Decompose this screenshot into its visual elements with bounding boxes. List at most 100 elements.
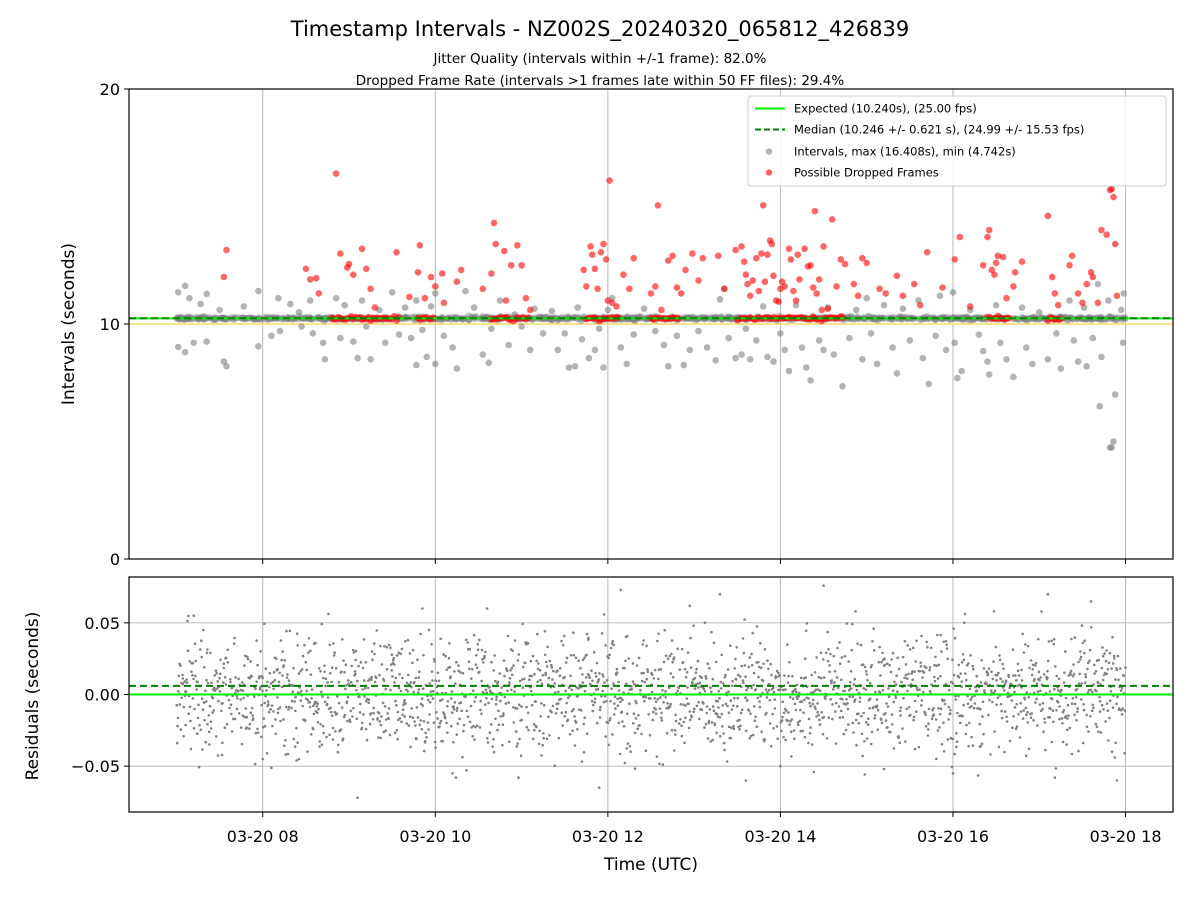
residual-point bbox=[348, 718, 352, 721]
residual-point bbox=[568, 733, 572, 736]
residual-point bbox=[1057, 677, 1061, 681]
residual-point bbox=[314, 641, 317, 645]
residual-point bbox=[1052, 720, 1055, 724]
residual-point bbox=[657, 677, 660, 681]
residual-point bbox=[618, 752, 622, 756]
residual-point bbox=[906, 644, 909, 647]
residual-point bbox=[439, 637, 442, 641]
residual-point bbox=[316, 711, 319, 715]
residual-point bbox=[863, 665, 867, 669]
residual-point bbox=[435, 711, 438, 714]
residual-point bbox=[768, 722, 772, 725]
residual-point bbox=[1086, 661, 1090, 665]
residual-point bbox=[997, 671, 1000, 675]
residual-point bbox=[619, 700, 622, 704]
residual-point bbox=[726, 704, 729, 708]
dropped-frame-point bbox=[740, 258, 748, 266]
residual-point bbox=[478, 726, 482, 729]
residual-point bbox=[674, 733, 677, 736]
residual-point bbox=[408, 652, 412, 655]
residual-point bbox=[1077, 660, 1080, 664]
residual-point bbox=[214, 669, 218, 672]
residual-point bbox=[272, 710, 275, 713]
residual-point bbox=[517, 703, 521, 707]
residual-point bbox=[706, 737, 710, 740]
interval-point bbox=[341, 301, 349, 309]
residual-point bbox=[940, 743, 944, 746]
dropped-frame-point bbox=[755, 287, 763, 295]
residual-point bbox=[935, 664, 938, 667]
interval-point bbox=[954, 374, 961, 382]
residual-point bbox=[465, 638, 468, 642]
residual-point bbox=[660, 716, 663, 720]
residual-point bbox=[475, 654, 478, 657]
dropped-frame-point bbox=[613, 303, 620, 310]
residual-point bbox=[429, 690, 433, 693]
residual-point bbox=[1053, 776, 1057, 779]
residual-point bbox=[665, 707, 668, 710]
residual-point bbox=[894, 696, 898, 699]
residual-point bbox=[799, 708, 802, 712]
residual-point bbox=[574, 656, 578, 660]
residual-point bbox=[715, 731, 718, 735]
residual-point bbox=[660, 711, 663, 715]
intervals-y-tick-label: 10 bbox=[100, 315, 120, 334]
residual-point bbox=[841, 698, 844, 701]
chart-subtitle-dropped: Dropped Frame Rate (intervals >1 frames … bbox=[356, 73, 845, 89]
residual-point bbox=[949, 712, 952, 715]
residual-point bbox=[707, 719, 711, 723]
residual-point bbox=[876, 708, 880, 712]
interval-point bbox=[255, 343, 262, 350]
residual-point bbox=[583, 716, 586, 719]
residual-point bbox=[502, 659, 506, 662]
residual-point bbox=[612, 643, 615, 647]
residual-point bbox=[697, 686, 700, 689]
residual-point bbox=[373, 680, 377, 684]
residual-point bbox=[548, 659, 552, 663]
residual-point bbox=[260, 735, 263, 739]
residual-point bbox=[572, 707, 575, 711]
dropped-frame-point bbox=[440, 299, 448, 307]
residual-point bbox=[624, 682, 628, 686]
residual-point bbox=[993, 730, 996, 733]
interval-point bbox=[660, 341, 668, 349]
residual-point bbox=[615, 673, 618, 676]
residual-point bbox=[177, 674, 181, 678]
residual-point bbox=[969, 698, 972, 701]
residual-point bbox=[1087, 689, 1091, 692]
residual-point bbox=[811, 702, 815, 706]
residual-point bbox=[390, 669, 394, 672]
residual-point bbox=[683, 741, 686, 745]
residual-point bbox=[766, 691, 769, 694]
residual-point bbox=[485, 691, 489, 694]
residual-point bbox=[265, 752, 269, 755]
residual-point bbox=[224, 683, 228, 686]
residual-point bbox=[734, 657, 737, 661]
residual-point bbox=[465, 709, 469, 713]
residual-point bbox=[843, 689, 846, 693]
interval-point bbox=[873, 360, 881, 368]
residual-point bbox=[260, 703, 264, 707]
residual-point bbox=[527, 728, 530, 732]
residual-point bbox=[791, 675, 794, 678]
residual-point bbox=[415, 706, 419, 709]
residual-point bbox=[1021, 717, 1025, 720]
residual-point bbox=[317, 707, 320, 711]
dropped-frame-point bbox=[1103, 231, 1110, 238]
residual-point bbox=[1116, 695, 1119, 699]
residual-point bbox=[850, 687, 853, 690]
residual-point bbox=[291, 690, 295, 693]
residual-point bbox=[973, 702, 977, 705]
residual-point bbox=[729, 699, 733, 702]
residual-point bbox=[1116, 654, 1120, 658]
residual-point bbox=[317, 667, 321, 670]
residual-point bbox=[781, 700, 784, 704]
residual-point bbox=[526, 711, 530, 715]
residual-point bbox=[1089, 715, 1092, 718]
interval-point bbox=[820, 346, 827, 354]
residual-point bbox=[318, 745, 321, 748]
residual-point bbox=[603, 695, 607, 698]
residual-point bbox=[640, 732, 643, 736]
residual-point bbox=[404, 702, 408, 705]
residual-point bbox=[980, 742, 984, 746]
